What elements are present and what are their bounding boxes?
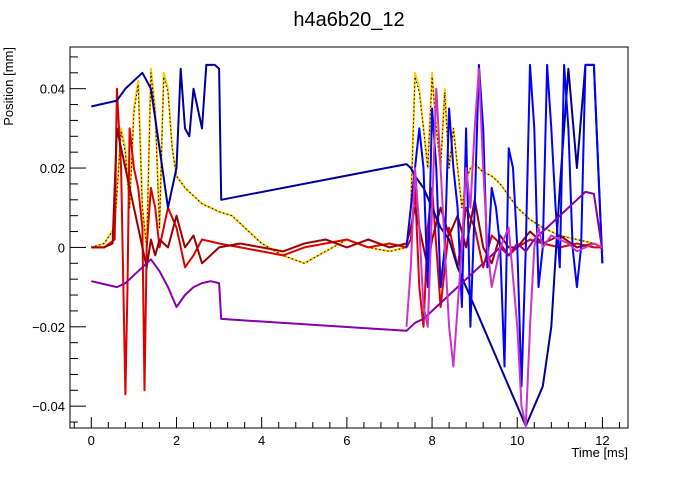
x-axis-label: Time [ms] <box>571 445 628 460</box>
series-line-5 <box>91 63 604 427</box>
x-tick-label: 12 <box>595 433 609 448</box>
y-axis-label: Position [mm] <box>1 47 16 126</box>
series-line-8 <box>405 67 603 427</box>
x-tick-label: 2 <box>173 433 180 448</box>
x-tick-label: 0 <box>88 433 95 448</box>
x-tick-label: 8 <box>428 433 435 448</box>
series-layer <box>91 63 604 427</box>
y-tick-label: 0.02 <box>40 161 65 176</box>
series-line-3 <box>91 87 603 396</box>
series-line-6 <box>405 63 604 388</box>
y-tick-label: 0.04 <box>40 82 65 97</box>
series-line-4 <box>91 127 603 269</box>
axis-layer: 0 2 4 6 8 10 12 −0.04 −0.02 0 0.02 0.04 <box>32 56 620 448</box>
x-tick-label: 10 <box>510 433 524 448</box>
y-tick-label: −0.02 <box>32 320 65 335</box>
x-tick-label: 6 <box>343 433 350 448</box>
plot-frame <box>69 46 629 429</box>
chart-title: h4a6b20_12 <box>293 9 404 31</box>
x-tick-label: 4 <box>258 433 265 448</box>
y-tick-label: 0 <box>58 240 65 255</box>
y-tick-label: −0.04 <box>32 399 65 414</box>
